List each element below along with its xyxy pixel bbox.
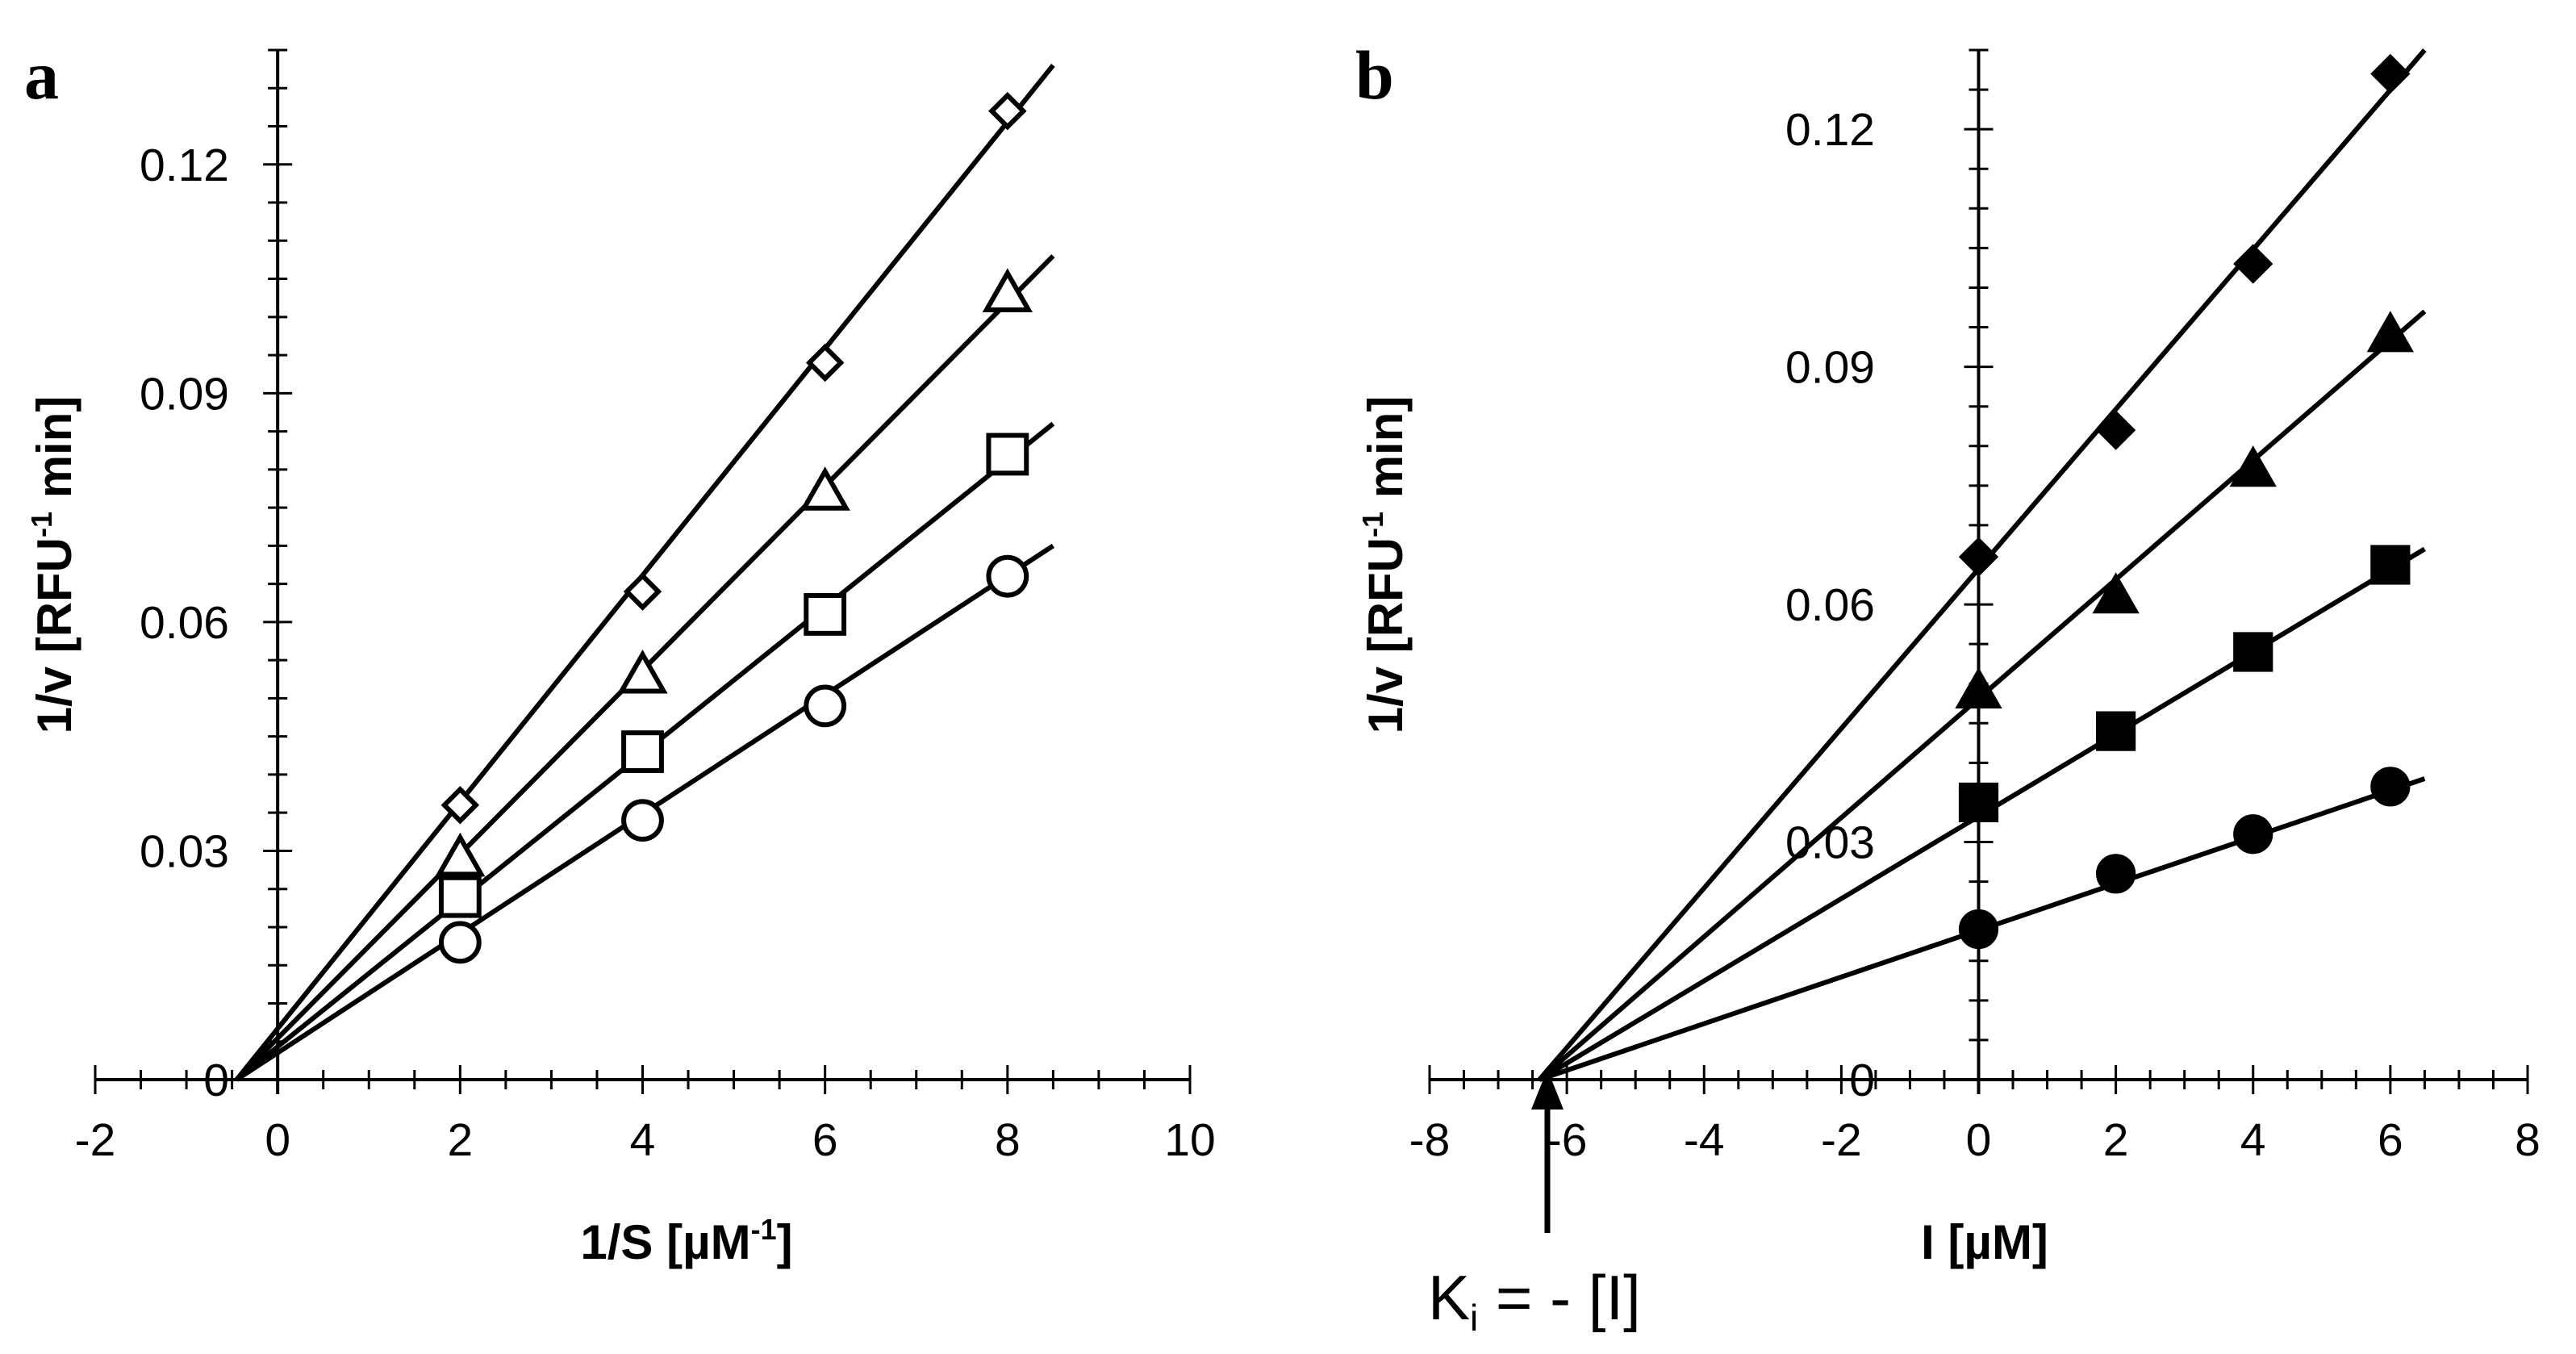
- panel-a-y-axis-title: 1/v [RFU-1 min]: [25, 396, 81, 734]
- data-point-diamond: [2233, 244, 2273, 284]
- data-point-circle: [986, 554, 1029, 598]
- data-point-circle: [2096, 854, 2136, 894]
- panel-b-tick-labels: -8 -6 -4 -2 0 2 4 6 8 0 0.03 0.06 0.09 0.12: [1409, 104, 2541, 1166]
- ki-label: Ki = - [I]: [1428, 1262, 1641, 1339]
- data-point-circle: [621, 799, 664, 842]
- data-point-square: [2370, 545, 2411, 585]
- y-tick-label: 0.09: [1785, 342, 1875, 394]
- x-tick-label: -2: [75, 1114, 116, 1166]
- data-point-circle: [438, 921, 482, 964]
- data-point-diamond: [2370, 53, 2411, 94]
- data-point-square: [2233, 632, 2273, 672]
- x-tick-label: 0: [265, 1114, 290, 1166]
- panel-a-data-points: [435, 91, 1033, 964]
- panel-b-y-axis-title: 1/v [RFU-1 min]: [1356, 396, 1413, 734]
- panel-a-label: a: [24, 36, 59, 114]
- panel-b-label: b: [1355, 36, 1394, 114]
- data-point-square: [2096, 711, 2136, 751]
- data-point-diamond: [1958, 537, 1999, 577]
- x-tick-label: -6: [1547, 1114, 1588, 1166]
- data-point-triangle: [2229, 445, 2277, 487]
- data-point-diamond: [623, 572, 662, 611]
- data-point-triangle: [1955, 667, 2002, 709]
- y-tick-label: 0.06: [1785, 579, 1875, 631]
- data-point-triangle: [617, 650, 668, 694]
- panel-a-tick-labels: -2 0 2 4 6 8 10 0 0.03 0.06 0.09 0.12: [75, 140, 1216, 1166]
- data-point-triangle: [2366, 311, 2415, 353]
- y-tick-label: 0.06: [140, 597, 229, 649]
- y-tick-label: 0.12: [1785, 104, 1875, 156]
- data-point-square: [621, 730, 664, 773]
- data-point-square: [438, 875, 482, 918]
- y-tick-label: 0.12: [140, 140, 229, 191]
- ki-arrowhead: [1531, 1069, 1564, 1110]
- fit-line-diamond: [234, 64, 1055, 1081]
- y-tick-label: 0.03: [140, 825, 229, 877]
- y-tick-label: 0: [1849, 1055, 1875, 1106]
- x-tick-label: -4: [1684, 1114, 1725, 1166]
- panel-a-axes: [94, 48, 1192, 1094]
- data-point-triangle: [982, 268, 1033, 312]
- data-point-circle: [2370, 767, 2411, 807]
- x-tick-label: 4: [2240, 1114, 2266, 1166]
- data-point-square: [804, 593, 847, 636]
- data-point-circle: [1958, 909, 1999, 950]
- x-tick-label: 10: [1164, 1114, 1215, 1166]
- data-point-diamond: [2095, 410, 2136, 450]
- data-point-triangle: [2092, 572, 2140, 614]
- x-tick-label: 8: [995, 1114, 1021, 1166]
- ki-annotation: Ki = - [I]: [1428, 1069, 1641, 1339]
- data-point-diamond: [805, 343, 845, 382]
- data-point-square: [1958, 782, 1999, 823]
- data-point-triangle: [800, 466, 850, 511]
- panel-b: b -8 -6 -4 -2 0 2 4 6 800.030.060.090.12 I [µM] …: [1355, 36, 2541, 1339]
- panel-b-x-axis-title: I [µM]: [1921, 1215, 2048, 1269]
- panel-a-x-axis-title: 1/S [µM-1]: [580, 1213, 792, 1269]
- x-tick-label: 4: [630, 1114, 656, 1166]
- panel-b-data-points: [1955, 53, 2415, 950]
- data-point-diamond: [440, 785, 480, 825]
- panel-a-fit-lines: [234, 64, 1055, 1082]
- x-tick-label: -8: [1409, 1114, 1451, 1166]
- x-tick-label: 6: [2378, 1114, 2403, 1166]
- x-tick-label: 0: [1966, 1114, 1992, 1166]
- y-tick-label: 0.09: [140, 368, 229, 420]
- x-tick-label: 6: [812, 1114, 838, 1166]
- y-tick-label: 0: [203, 1055, 229, 1106]
- x-tick-label: 2: [2103, 1114, 2129, 1166]
- data-point-circle: [804, 684, 847, 728]
- data-point-triangle: [435, 832, 486, 877]
- data-point-diamond: [988, 91, 1027, 131]
- y-tick-label: 0.03: [1785, 817, 1875, 869]
- x-tick-label: 8: [2515, 1114, 2541, 1166]
- x-tick-label: -2: [1821, 1114, 1862, 1166]
- x-tick-label: 2: [447, 1114, 473, 1166]
- data-point-circle: [2233, 814, 2273, 855]
- data-point-square: [986, 433, 1029, 476]
